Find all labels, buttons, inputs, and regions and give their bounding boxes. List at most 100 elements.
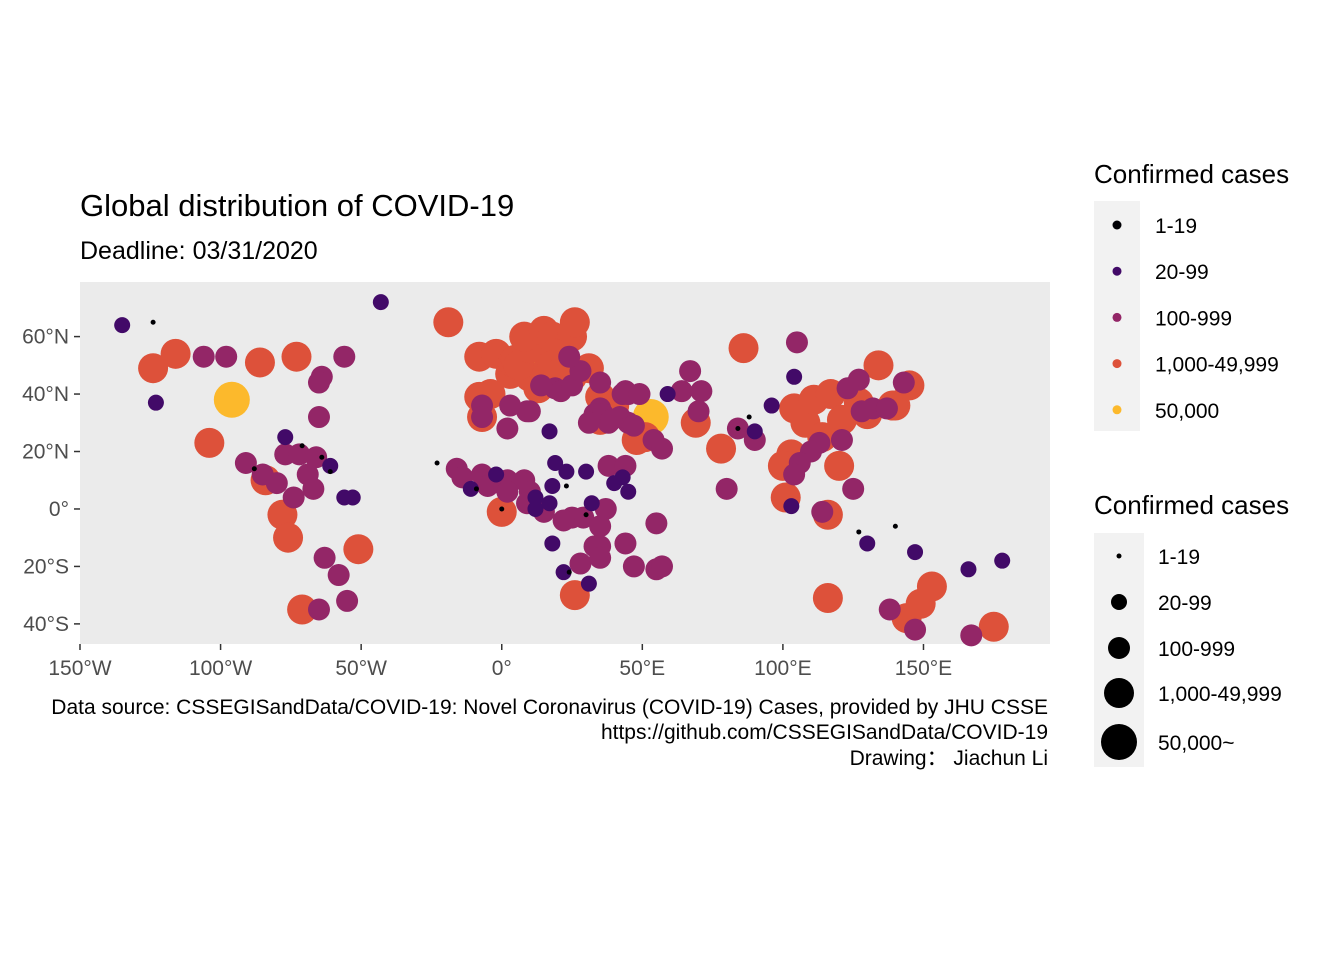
data-point — [547, 455, 564, 471]
data-point — [830, 429, 853, 452]
data-point — [783, 498, 800, 515]
color-legend-label: 1,000-49,999 — [1155, 354, 1279, 377]
data-point — [715, 477, 738, 500]
size-legend-key — [1101, 724, 1137, 760]
data-point — [786, 368, 803, 385]
data-point — [566, 569, 572, 575]
size-legend-key — [1108, 637, 1130, 659]
data-point — [746, 414, 752, 420]
data-point — [614, 532, 637, 555]
size-legend-key — [1111, 594, 1127, 610]
data-point — [569, 552, 592, 575]
data-point — [583, 495, 600, 512]
data-point — [302, 477, 325, 500]
data-point — [344, 489, 361, 506]
data-point — [842, 477, 865, 500]
data-point — [322, 457, 339, 474]
data-point — [265, 472, 288, 495]
data-point — [811, 500, 834, 523]
data-point — [622, 414, 645, 437]
data-point — [892, 523, 898, 529]
data-point — [904, 618, 927, 641]
x-tick-label: 150°E — [895, 657, 952, 680]
data-point — [628, 383, 651, 406]
data-point — [597, 454, 620, 477]
size-legend-label: 1-19 — [1158, 546, 1200, 569]
data-point — [978, 611, 1009, 642]
data-point — [622, 555, 645, 578]
color-legend-key — [1112, 220, 1122, 230]
color-legend: Confirmed cases 1-19 20-99 100-999 1,000-49… — [1094, 159, 1289, 431]
caption-url: https://github.com/CSSEGISandData/COVID-… — [601, 721, 1048, 744]
data-point — [496, 417, 519, 440]
data-point — [563, 483, 569, 489]
data-point — [544, 477, 561, 494]
data-point — [530, 374, 553, 397]
data-point — [907, 544, 924, 561]
data-point — [558, 345, 581, 368]
data-point — [287, 594, 318, 625]
data-point — [812, 583, 843, 614]
data-point — [471, 406, 494, 429]
x-tick-label: 0° — [492, 657, 512, 680]
data-point — [541, 495, 558, 512]
caption-source: Data source: CSSEGISandData/COVID-19: No… — [51, 696, 1048, 719]
data-point — [277, 429, 294, 446]
data-point — [916, 571, 947, 602]
data-point — [234, 452, 257, 474]
size-legend-label: 50,000~ — [1158, 732, 1235, 755]
color-legend-label: 50,000 — [1155, 400, 1219, 423]
data-point — [499, 394, 522, 417]
data-point — [305, 446, 328, 469]
data-point — [706, 433, 737, 464]
data-point — [690, 380, 713, 403]
data-point — [192, 345, 215, 368]
data-point — [583, 512, 589, 518]
color-legend-title: Confirmed cases — [1094, 159, 1289, 189]
data-point — [783, 463, 806, 486]
caption-author: Drawing： Jiachun Li — [850, 747, 1048, 770]
data-point — [580, 575, 597, 592]
data-point — [282, 486, 305, 509]
color-legend-label: 1-19 — [1155, 215, 1197, 238]
data-point — [589, 371, 612, 394]
data-point — [150, 319, 156, 325]
y-axis: 60°N 40°N 20°N 0° 20°S 40°S — [22, 326, 80, 636]
data-points — [114, 294, 1011, 647]
data-point — [850, 400, 873, 423]
data-point — [836, 377, 859, 400]
data-point — [577, 411, 600, 434]
data-point — [645, 512, 668, 535]
data-point — [651, 437, 673, 460]
data-point — [620, 483, 637, 500]
data-point — [856, 529, 862, 535]
data-point — [327, 564, 350, 587]
color-legend-key — [1112, 266, 1122, 276]
data-point — [600, 408, 623, 431]
data-point — [735, 426, 741, 432]
data-point — [589, 546, 612, 569]
data-point — [307, 406, 330, 429]
data-point — [960, 561, 977, 578]
data-point — [307, 598, 330, 621]
data-point — [433, 307, 464, 338]
data-point — [194, 427, 225, 458]
data-point — [273, 522, 304, 553]
x-tick-label: 100°E — [754, 657, 811, 680]
x-tick-label: 50°E — [619, 657, 665, 680]
size-legend: Confirmed cases 1-19 20-99 100-999 1,000-49… — [1094, 490, 1289, 767]
data-point — [614, 469, 631, 486]
data-point — [496, 480, 519, 503]
data-point — [875, 397, 898, 420]
data-point — [327, 469, 333, 475]
y-tick-label: 40°N — [22, 383, 69, 406]
data-point — [552, 509, 575, 532]
x-tick-label: 100°W — [189, 657, 252, 680]
data-point — [687, 400, 710, 423]
color-legend-label: 100-999 — [1155, 307, 1232, 330]
size-legend-label: 100-999 — [1158, 638, 1235, 661]
data-point — [558, 463, 575, 480]
data-point — [244, 347, 275, 378]
data-point — [288, 443, 311, 466]
